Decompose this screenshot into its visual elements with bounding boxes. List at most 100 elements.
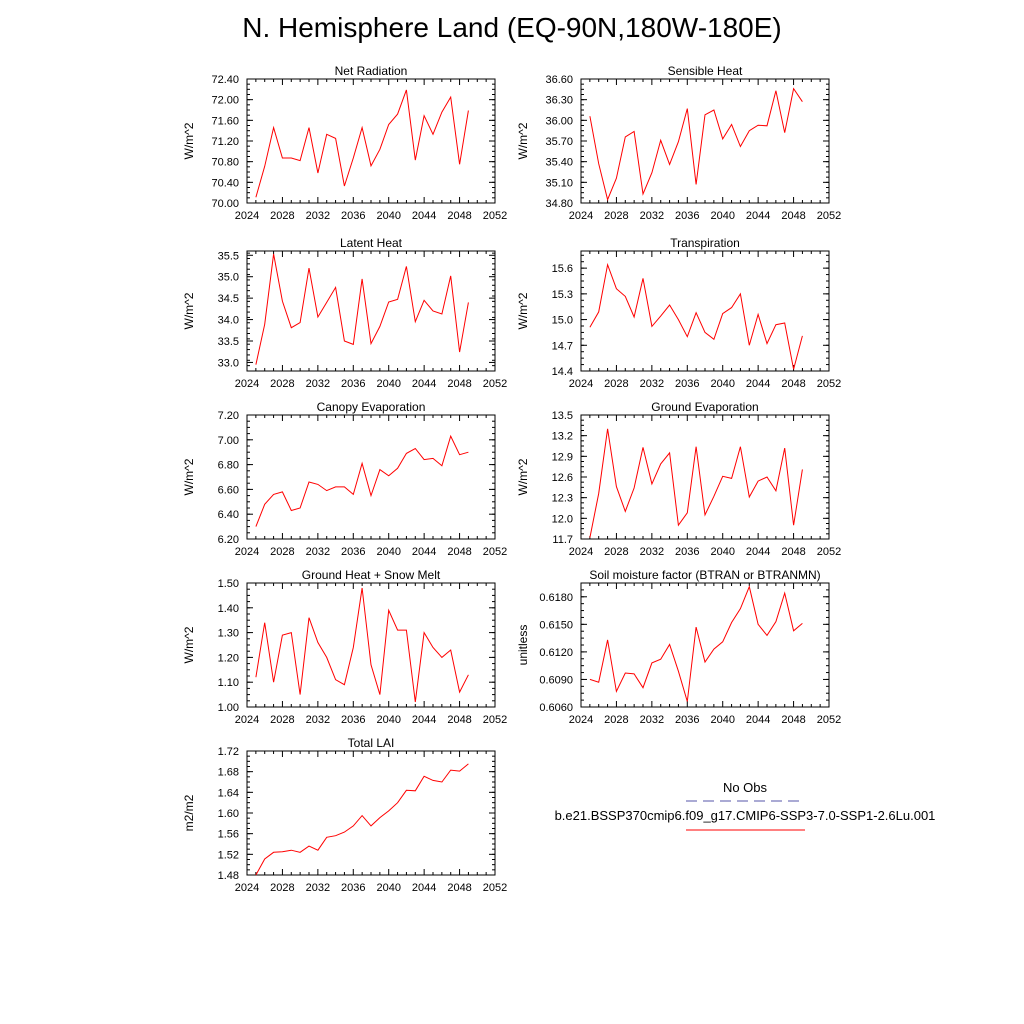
y-axis-label: W/m^2 (182, 292, 196, 329)
x-tick-label: 2052 (483, 210, 507, 222)
plot-frame (246, 78, 496, 204)
x-tick-label: 2044 (746, 714, 770, 726)
page-title: N. Hemisphere Land (EQ-90N,180W-180E) (242, 12, 782, 43)
y-axis-label: W/m^2 (516, 122, 530, 159)
y-tick-label: 71.20 (211, 136, 239, 148)
y-tick-label: 1.40 (218, 603, 239, 615)
x-tick-label: 2028 (270, 210, 294, 222)
plot-frame (580, 250, 830, 372)
x-tick-label: 2040 (376, 378, 400, 390)
chart-panel-2: Sensible Heat W/m^2 2024 2028 2032 2036 2040 20… (516, 64, 841, 222)
chart-panel-4: Transpiration W/m^2 2024 2028 2032 2036 2040 20… (516, 236, 841, 390)
x-tick-label: 2032 (306, 210, 330, 222)
x-tick-label: 2028 (270, 714, 294, 726)
y-axis-label: W/m^2 (182, 458, 196, 495)
chart-panel-5: Canopy Evaporation W/m^2 2024 2028 2032 2036 2… (182, 400, 507, 558)
y-tick-label: 34.80 (545, 198, 573, 210)
x-tick-label: 2028 (604, 378, 628, 390)
y-tick-label: 72.40 (211, 74, 239, 86)
x-tick-label: 2048 (447, 714, 471, 726)
y-tick-label: 35.40 (545, 157, 573, 169)
panel-title: Latent Heat (340, 236, 403, 250)
y-axis-label: unitless (516, 625, 530, 666)
y-tick-label: 1.52 (218, 849, 239, 861)
x-tick-label: 2036 (341, 546, 365, 558)
x-tick-label: 2052 (817, 378, 841, 390)
x-tick-label: 2024 (235, 378, 259, 390)
y-tick-label: 35.10 (545, 177, 573, 189)
series-line (255, 89, 469, 198)
x-tick-label: 2032 (306, 714, 330, 726)
y-tick-label: 34.0 (218, 315, 239, 327)
x-tick-label: 2024 (569, 714, 593, 726)
y-tick-label: 33.5 (218, 336, 239, 348)
x-tick-label: 2044 (412, 714, 436, 726)
x-tick-label: 2048 (781, 210, 805, 222)
y-tick-label: 72.00 (211, 95, 239, 107)
x-tick-label: 2040 (376, 882, 400, 894)
y-tick-label: 70.80 (211, 157, 239, 169)
x-tick-label: 2028 (604, 546, 628, 558)
panel-title: Ground Heat + Snow Melt (302, 568, 441, 582)
legend-obs-label: No Obs (723, 780, 768, 795)
y-tick-label: 12.9 (552, 451, 573, 463)
plot-frame (246, 582, 496, 708)
x-tick-label: 2052 (483, 714, 507, 726)
panel-title: Transpiration (670, 236, 740, 250)
y-tick-label: 15.6 (552, 263, 573, 275)
chart-panel-6: Ground Evaporation W/m^2 2024 2028 2032 2036 2… (516, 400, 841, 558)
x-tick-label: 2024 (235, 210, 259, 222)
x-tick-label: 2040 (710, 210, 734, 222)
panel-title: Sensible Heat (668, 64, 743, 78)
y-tick-label: 0.6180 (539, 592, 573, 604)
y-tick-label: 14.4 (552, 366, 573, 378)
y-tick-label: 36.30 (545, 95, 573, 107)
x-tick-label: 2044 (746, 378, 770, 390)
x-tick-label: 2036 (675, 378, 699, 390)
series-line (589, 585, 803, 702)
chart-panel-9: Total LAI m2/m2 2024 2028 2032 2036 2040 2044 20… (182, 736, 507, 894)
y-axis-label: W/m^2 (516, 292, 530, 329)
panel-title: Net Radiation (335, 64, 408, 78)
x-tick-label: 2024 (569, 210, 593, 222)
y-tick-label: 6.20 (218, 534, 239, 546)
series-line (255, 253, 469, 365)
x-tick-label: 2044 (412, 378, 436, 390)
y-tick-label: 1.10 (218, 677, 239, 689)
panel-title: Total LAI (348, 736, 395, 750)
y-tick-label: 1.00 (218, 702, 239, 714)
legend: No Obs b.e21.BSSP370cmip6.f09_g17.CMIP6-S… (555, 780, 935, 831)
y-tick-label: 34.5 (218, 293, 239, 305)
series-line (589, 262, 803, 370)
x-tick-label: 2040 (710, 546, 734, 558)
y-tick-label: 15.0 (552, 315, 573, 327)
x-tick-label: 2036 (675, 210, 699, 222)
series-line (255, 587, 469, 703)
y-tick-label: 13.5 (552, 410, 573, 422)
x-tick-label: 2052 (483, 378, 507, 390)
plot-frame (246, 750, 496, 876)
x-tick-label: 2048 (781, 378, 805, 390)
y-tick-label: 1.72 (218, 746, 239, 758)
x-tick-label: 2024 (235, 546, 259, 558)
plot-frame (246, 250, 496, 372)
x-tick-label: 2024 (569, 378, 593, 390)
x-tick-label: 2028 (270, 546, 294, 558)
y-axis-label: W/m^2 (182, 122, 196, 159)
x-tick-label: 2032 (640, 378, 664, 390)
x-tick-label: 2040 (710, 714, 734, 726)
x-tick-label: 2032 (306, 546, 330, 558)
x-tick-label: 2040 (376, 546, 400, 558)
x-tick-label: 2044 (746, 546, 770, 558)
panel-title: Soil moisture factor (BTRAN or BTRANMN) (589, 568, 820, 582)
y-axis-label: W/m^2 (516, 458, 530, 495)
y-tick-label: 35.70 (545, 136, 573, 148)
x-tick-label: 2028 (270, 882, 294, 894)
x-tick-label: 2024 (235, 714, 259, 726)
x-tick-label: 2048 (447, 378, 471, 390)
x-tick-label: 2044 (412, 882, 436, 894)
x-tick-label: 2032 (640, 546, 664, 558)
panel-title: Canopy Evaporation (317, 400, 426, 414)
plot-frame (246, 414, 496, 540)
x-tick-label: 2044 (746, 210, 770, 222)
